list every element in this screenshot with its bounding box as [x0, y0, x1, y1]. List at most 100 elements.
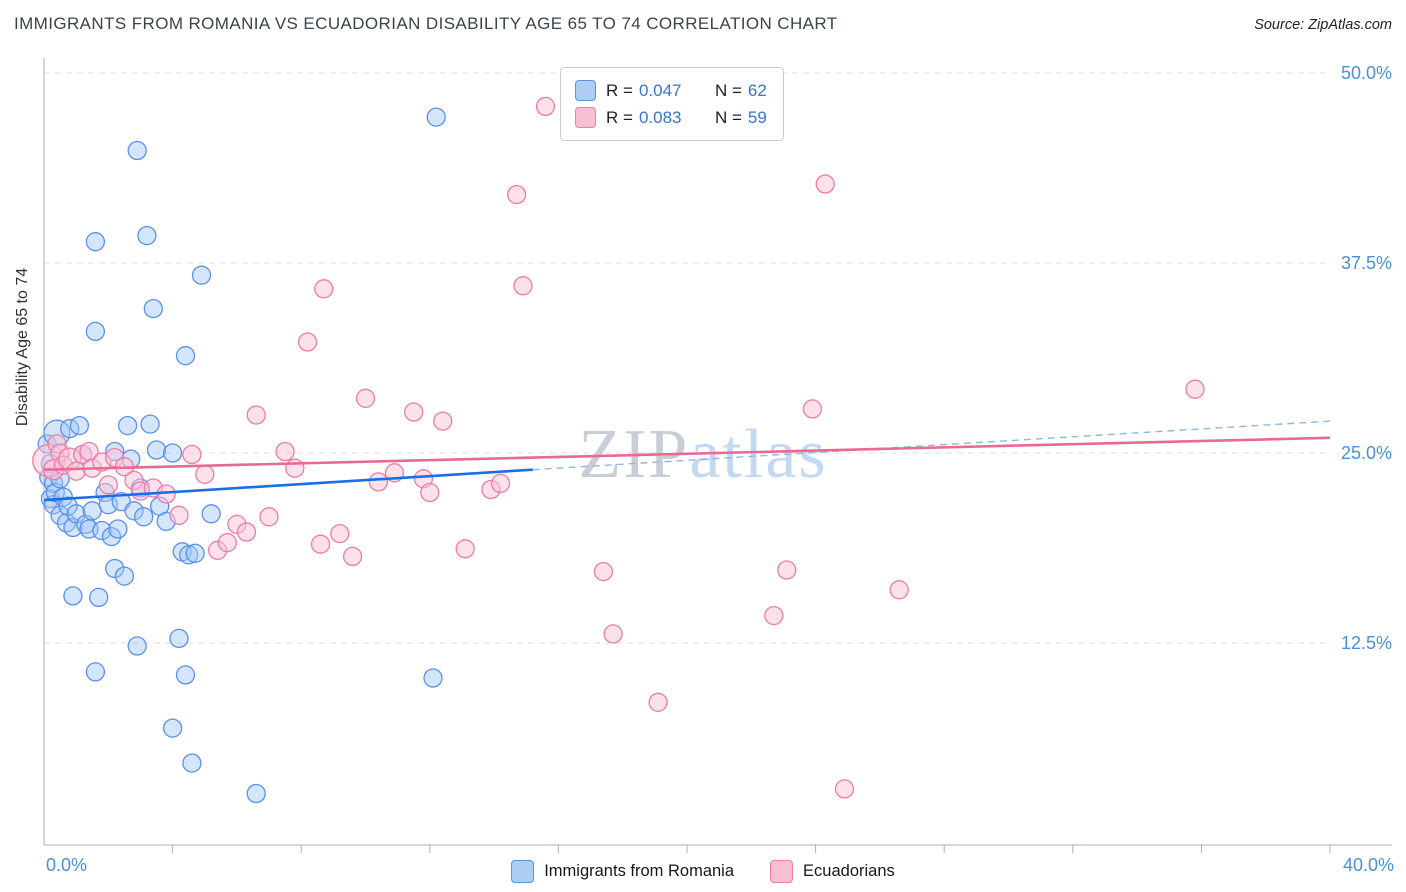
series-legend: Immigrants from Romania Ecuadorians — [0, 860, 1406, 883]
scatter-point-romania — [179, 545, 199, 565]
scatter-point-ecuadorians — [802, 399, 823, 419]
scatter-point-ecuadorians — [455, 539, 475, 559]
scatter-point-romania — [134, 507, 154, 527]
y-tick-label: 12.5% — [1341, 633, 1392, 653]
scatter-point-ecuadorians — [368, 472, 389, 492]
scatter-point-ecuadorians — [420, 482, 440, 503]
legend-row-ecuadorians: R = 0.083 N = 59 — [575, 104, 767, 131]
x-min-label: 0.0% — [46, 855, 87, 875]
series-legend-item-romania: Immigrants from Romania — [511, 860, 734, 883]
scatter-point-ecuadorians — [603, 624, 623, 644]
scatter-point-ecuadorians — [342, 546, 363, 567]
scatter-point-ecuadorians — [815, 174, 835, 194]
trend-line-romania — [43, 468, 533, 502]
r-value: 0.047 — [638, 80, 682, 100]
scatter-point-ecuadorians — [195, 464, 215, 484]
r-label: R = — [606, 80, 633, 100]
scatter-point-romania — [140, 414, 160, 434]
scatter-point-romania — [101, 526, 122, 547]
n-value: 62 — [747, 80, 767, 100]
scatter-point-romania — [246, 783, 266, 804]
romania-swatch-icon — [575, 80, 596, 101]
scatter-point-ecuadorians — [236, 522, 257, 542]
scatter-point-ecuadorians — [433, 411, 453, 431]
scatter-point-romania — [423, 668, 443, 688]
scatter-point-romania — [82, 501, 102, 521]
scatter-point-romania — [137, 225, 157, 246]
scatter-point-romania — [143, 298, 163, 319]
n-label: N = — [714, 80, 742, 100]
scatter-point-ecuadorians — [275, 441, 295, 462]
r-label: R = — [606, 107, 633, 127]
y-tick-label: 25.0% — [1341, 443, 1392, 463]
scatter-point-romania — [105, 558, 125, 579]
ecuadorians-swatch-icon — [770, 860, 794, 883]
scatter-point-ecuadorians — [834, 779, 855, 799]
scatter-point-ecuadorians — [310, 534, 331, 554]
scatter-point-ecuadorians — [297, 332, 318, 352]
x-max-label: 40.0% — [1343, 855, 1394, 875]
scatter-point-romania — [89, 587, 109, 608]
n-value: 59 — [747, 107, 767, 127]
ecuadorians-swatch-icon — [575, 107, 596, 128]
scatter-point-ecuadorians — [506, 184, 527, 205]
series-legend-label: Immigrants from Romania — [544, 862, 735, 880]
scatter-point-romania — [58, 496, 78, 516]
r-value: 0.083 — [638, 107, 682, 127]
scatter-point-romania — [185, 543, 205, 563]
scatter-point-ecuadorians — [777, 560, 797, 580]
scatter-point-romania — [169, 628, 189, 649]
scatter-point-ecuadorians — [355, 388, 376, 408]
scatter-point-ecuadorians — [98, 475, 118, 495]
trend-line-romania-extension — [532, 420, 1331, 471]
scatter-point-romania — [117, 415, 138, 436]
scatter-point-ecuadorians — [513, 276, 533, 296]
scatter-point-ecuadorians — [764, 605, 784, 626]
scatter-point-romania — [182, 753, 202, 773]
scatter-point-romania — [127, 140, 147, 161]
scatter-point-romania — [124, 501, 144, 521]
scatter-point-romania — [162, 443, 183, 463]
scatter-point-ecuadorians — [285, 458, 305, 478]
scatter-point-ecuadorians — [169, 505, 189, 525]
scatter-point-romania — [92, 520, 112, 541]
scatter-point-romania — [114, 566, 135, 586]
scatter-point-ecuadorians — [66, 461, 86, 481]
y-tick-label: 37.5% — [1341, 253, 1392, 273]
scatter-point-romania — [426, 107, 446, 127]
scatter-point-romania — [175, 665, 196, 685]
scatter-point-romania — [175, 346, 196, 366]
scatter-point-ecuadorians — [330, 523, 350, 544]
scatter-point-romania — [66, 504, 86, 524]
scatter-point-romania — [69, 415, 90, 436]
series-legend-label: Ecuadorians — [803, 862, 895, 880]
n-label: N = — [714, 107, 742, 127]
scatter-point-romania — [85, 662, 106, 682]
scatter-point-romania — [85, 321, 106, 342]
scatter-point-romania — [191, 265, 212, 285]
scatter-point-ecuadorians — [593, 561, 614, 582]
watermark-atlas-text: atlas — [689, 416, 828, 493]
scatter-point-romania — [127, 636, 147, 656]
scatter-point-romania — [63, 586, 83, 606]
scatter-point-ecuadorians — [217, 533, 237, 553]
scatter-point-ecuadorians — [1185, 379, 1205, 399]
scatter-point-romania — [162, 718, 183, 738]
scatter-point-ecuadorians — [182, 444, 202, 465]
scatter-point-ecuadorians — [404, 402, 424, 422]
scatter-point-romania — [146, 440, 167, 460]
scatter-point-romania — [108, 519, 128, 539]
scatter-point-ecuadorians — [490, 473, 511, 494]
romania-swatch-icon — [511, 860, 535, 883]
legend-row-romania: R = 0.047 N = 62 — [575, 77, 767, 104]
page-title: IMMIGRANTS FROM ROMANIA VS ECUADORIAN DI… — [14, 14, 838, 33]
scatter-point-ecuadorians — [648, 692, 668, 712]
scatter-point-ecuadorians — [314, 279, 334, 299]
y-tick-label: 50.0% — [1341, 63, 1392, 83]
scatter-point-ecuadorians — [889, 580, 909, 600]
scatter-point-ecuadorians — [535, 96, 556, 117]
source-attribution: Source: ZipAtlas.com — [1254, 17, 1392, 33]
scatter-point-ecuadorians — [246, 405, 266, 425]
scatter-point-ecuadorians — [259, 507, 279, 527]
